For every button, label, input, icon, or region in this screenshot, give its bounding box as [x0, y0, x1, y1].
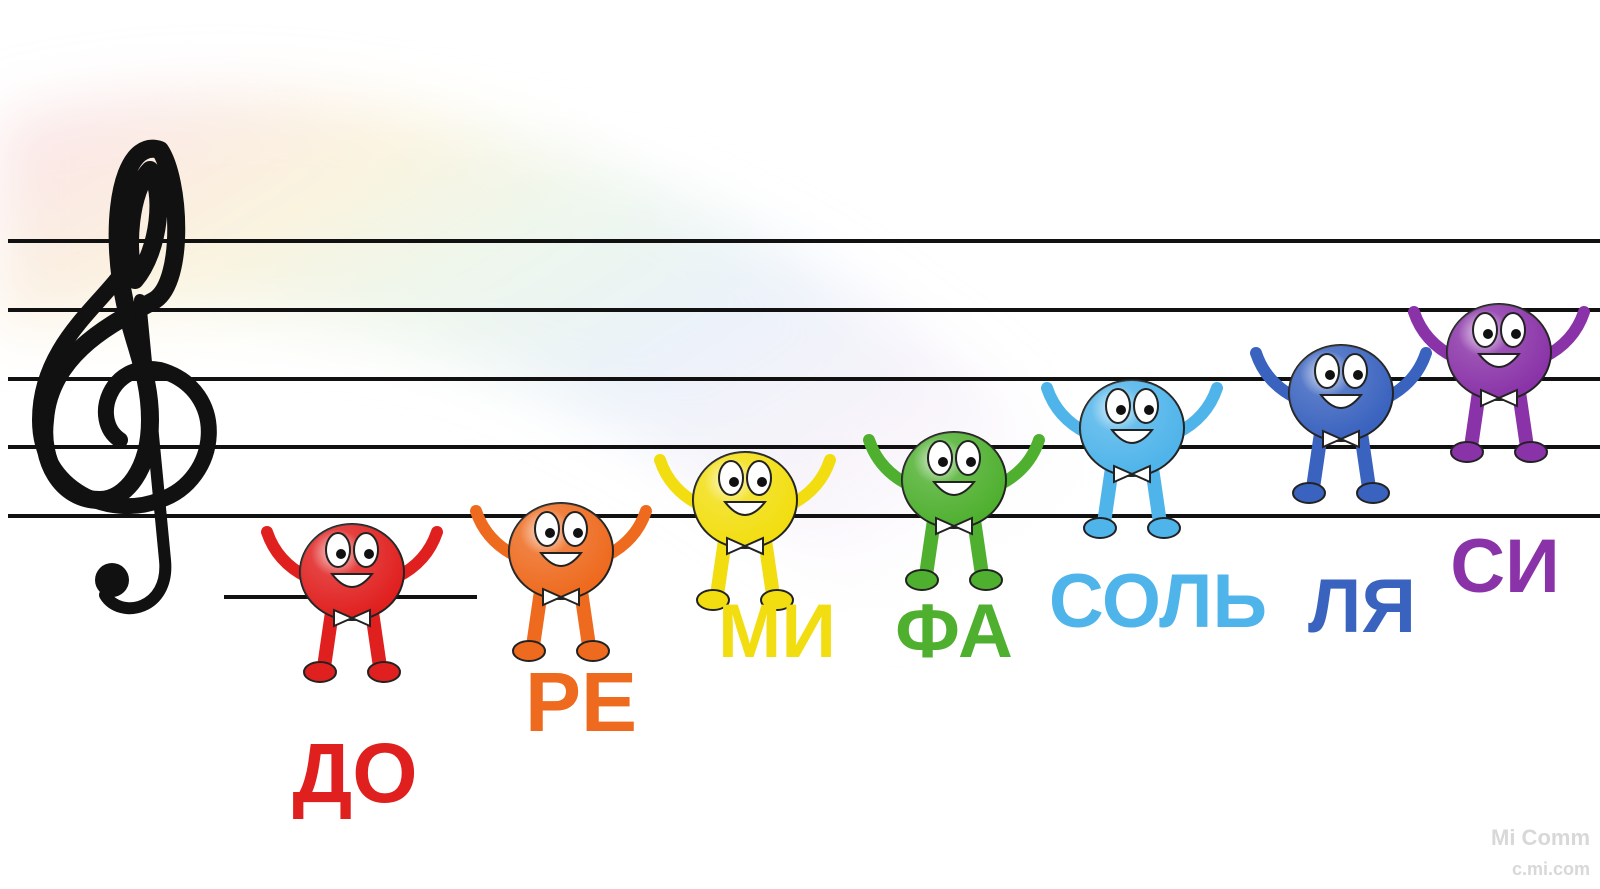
pupil: [729, 477, 739, 487]
foot: [367, 661, 401, 683]
foot: [1356, 482, 1390, 504]
foot: [1514, 441, 1548, 463]
watermark-url: c.mi.com: [1512, 859, 1590, 879]
note-character: [261, 523, 443, 683]
foot: [905, 569, 939, 591]
shine: [1080, 380, 1184, 476]
foot: [1147, 517, 1181, 539]
leg: [1145, 461, 1167, 530]
leg: [574, 584, 596, 653]
shine: [300, 524, 404, 620]
bow-tie: [726, 536, 764, 556]
note-label: СОЛЬ: [1049, 559, 1267, 644]
pupil: [1325, 370, 1335, 380]
pupil: [573, 528, 583, 538]
characters: [261, 303, 1590, 683]
foot: [760, 589, 794, 611]
pupil: [757, 477, 767, 487]
leg: [758, 533, 780, 602]
note-character: [654, 451, 836, 611]
watermark-title: Mi Comm: [1491, 825, 1590, 850]
note-character: [470, 502, 652, 662]
pupil: [966, 457, 976, 467]
pupil: [1483, 329, 1493, 339]
foot: [1292, 482, 1326, 504]
mouth: [931, 481, 977, 496]
foot: [576, 640, 610, 662]
shine: [1289, 345, 1393, 441]
bow-tie: [935, 516, 973, 536]
leg: [1512, 385, 1534, 454]
note-label: МИ: [718, 589, 836, 674]
pupil: [1116, 405, 1126, 415]
note-label: ДО: [292, 726, 417, 820]
mouth: [1476, 353, 1522, 368]
note-character: [1408, 303, 1590, 463]
leg: [1354, 426, 1376, 495]
note-character: [1041, 379, 1223, 539]
bow-tie: [1322, 429, 1360, 449]
shine: [693, 452, 797, 548]
foot: [696, 589, 730, 611]
pupil: [1511, 329, 1521, 339]
mouth: [722, 501, 768, 516]
bow-tie: [333, 608, 371, 628]
foot: [303, 661, 337, 683]
note-character: [1250, 344, 1432, 504]
bow-tie: [1113, 464, 1151, 484]
shine: [1447, 304, 1551, 400]
pupil: [336, 549, 346, 559]
leg: [967, 513, 989, 582]
foot: [1450, 441, 1484, 463]
pupil: [938, 457, 948, 467]
shine: [902, 432, 1006, 528]
rainbow: [0, 93, 1300, 889]
note-label: СИ: [1450, 524, 1560, 609]
leg: [317, 605, 339, 674]
foot: [512, 640, 546, 662]
pupil: [1144, 405, 1154, 415]
pupil: [545, 528, 555, 538]
mouth: [329, 573, 375, 588]
shine: [509, 503, 613, 599]
leg: [365, 605, 387, 674]
mouth: [1109, 429, 1155, 444]
bow-tie: [542, 587, 580, 607]
leg: [919, 513, 941, 582]
leg: [526, 584, 548, 653]
note-character: [863, 431, 1045, 591]
bow-tie: [1480, 388, 1518, 408]
leg: [1464, 385, 1486, 454]
note-label: ЛЯ: [1308, 564, 1416, 649]
foot: [1083, 517, 1117, 539]
pupil: [1353, 370, 1363, 380]
pupil: [364, 549, 374, 559]
note-label: РЕ: [525, 655, 637, 749]
leg: [1097, 461, 1119, 530]
labels: ДО РЕ МИ ФА СОЛЬ ЛЯ СИ: [292, 524, 1559, 820]
leg: [710, 533, 732, 602]
foot: [969, 569, 1003, 591]
mouth: [1318, 394, 1364, 409]
leg: [1306, 426, 1328, 495]
mouth: [538, 552, 584, 567]
note-label: ФА: [895, 589, 1013, 674]
treble-clef: [31, 139, 217, 615]
